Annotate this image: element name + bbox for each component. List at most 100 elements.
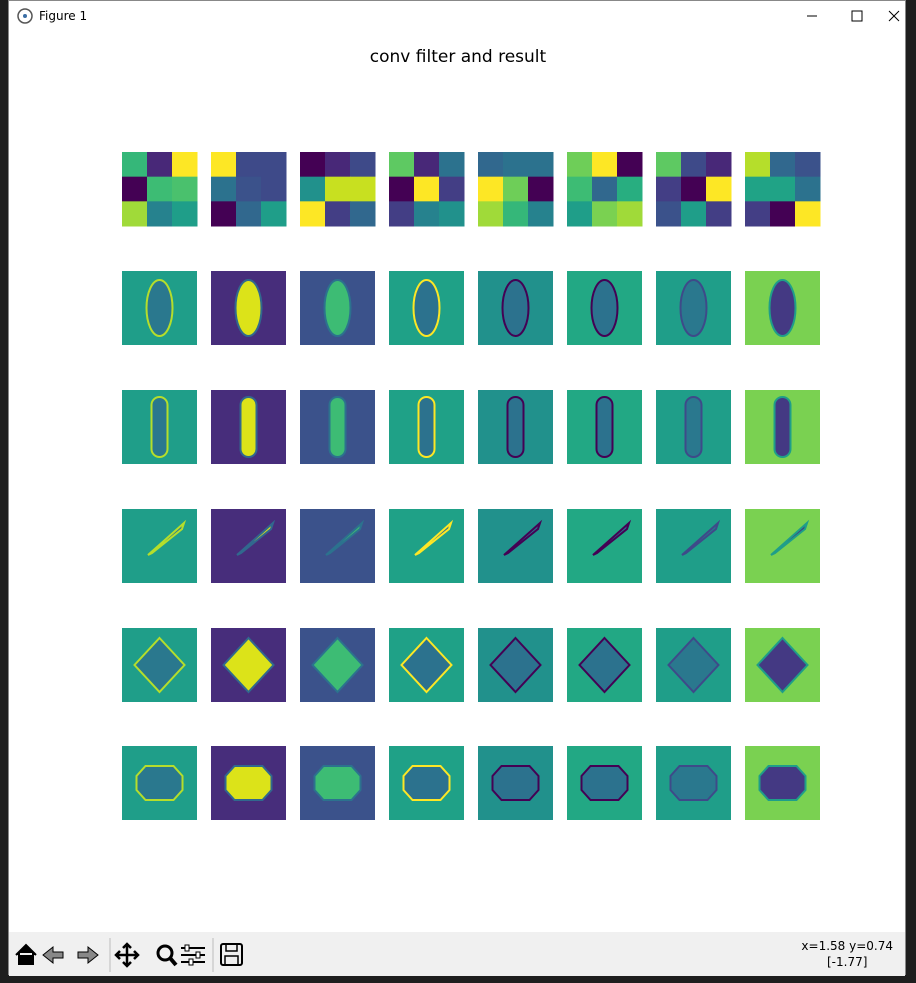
filter-cell xyxy=(745,201,771,227)
status: x=1.58 y=0.74 [-1.77] xyxy=(801,938,893,970)
filter-cell xyxy=(745,176,771,202)
filter-cell xyxy=(389,176,415,202)
filter-cell xyxy=(706,201,732,227)
filter-cell xyxy=(617,152,643,178)
window-title: Figure 1 xyxy=(39,9,88,23)
filter-cell xyxy=(122,201,148,227)
filter-cell xyxy=(770,201,796,227)
result-shape xyxy=(402,765,451,801)
zoom-button[interactable] xyxy=(156,944,174,962)
filter-cell xyxy=(795,176,821,202)
filter-cell xyxy=(414,152,440,178)
filter-cell xyxy=(617,176,643,202)
pan-button[interactable] xyxy=(114,942,140,968)
result-shape xyxy=(135,765,184,801)
filter-cell xyxy=(503,176,529,202)
result-shape xyxy=(501,279,530,337)
filter-cell xyxy=(300,152,326,178)
filter-cell xyxy=(567,176,593,202)
filter-cell xyxy=(770,176,796,202)
result-shape xyxy=(236,519,276,556)
result-shape xyxy=(323,279,352,337)
filter-cell xyxy=(172,152,198,178)
back-button[interactable] xyxy=(42,945,64,965)
result-shape xyxy=(491,765,540,801)
result-shape xyxy=(133,636,186,694)
filter-cell xyxy=(617,201,643,227)
filter-cell xyxy=(478,176,504,202)
filter-cell xyxy=(592,152,618,178)
forward-button[interactable] xyxy=(77,945,99,965)
filter-cell xyxy=(770,152,796,178)
filter-cell xyxy=(567,201,593,227)
status-coords: x=1.58 y=0.74 xyxy=(801,939,893,953)
filter-cell xyxy=(211,201,237,227)
filter-cell xyxy=(261,201,287,227)
result-shape xyxy=(684,396,703,458)
filter-cell xyxy=(172,201,198,227)
filter-cell xyxy=(122,176,148,202)
filter-cell xyxy=(439,152,465,178)
filter-cell xyxy=(414,201,440,227)
result-shape xyxy=(145,279,174,337)
close[interactable] xyxy=(888,10,900,22)
filter-cell xyxy=(261,152,287,178)
result-shape xyxy=(667,636,720,694)
filter-cell xyxy=(236,201,262,227)
result-shape xyxy=(592,519,632,556)
filter-cell xyxy=(414,176,440,202)
result-shape xyxy=(770,519,810,556)
filter-cell xyxy=(706,176,732,202)
filter-cell xyxy=(567,152,593,178)
filter-cell xyxy=(528,152,554,178)
filter-cell xyxy=(656,201,682,227)
filter-cell xyxy=(681,176,707,202)
filter-cell xyxy=(478,152,504,178)
filter-cell xyxy=(211,152,237,178)
result-shape xyxy=(150,396,169,458)
filter-cell xyxy=(261,176,287,202)
result-shape xyxy=(325,519,365,556)
result-shape xyxy=(313,765,362,801)
result-shape xyxy=(311,636,364,694)
filter-cell xyxy=(478,201,504,227)
filter-cell xyxy=(681,152,707,178)
filter-cell xyxy=(325,201,351,227)
toolbar: x=1.58 y=0.74 [-1.77] xyxy=(9,932,905,976)
result-shape xyxy=(578,636,631,694)
window-controls[interactable] xyxy=(765,1,905,31)
image-grid xyxy=(122,152,821,820)
filter-cell xyxy=(300,201,326,227)
result-shape xyxy=(417,396,436,458)
result-shape xyxy=(234,279,263,337)
filter-cell xyxy=(389,152,415,178)
filter-cell xyxy=(389,201,415,227)
result-shape xyxy=(669,765,718,801)
result-shape xyxy=(503,519,543,556)
filter-cell xyxy=(325,176,351,202)
result-shape xyxy=(595,396,614,458)
filter-cell xyxy=(350,201,376,227)
save-button[interactable] xyxy=(220,943,243,966)
maximize[interactable] xyxy=(851,10,863,22)
home-button[interactable] xyxy=(15,943,37,965)
result-shape xyxy=(224,765,273,801)
result-shape xyxy=(400,636,453,694)
result-shape xyxy=(328,396,347,458)
result-shape xyxy=(222,636,275,694)
filter-cell xyxy=(795,152,821,178)
result-shape xyxy=(147,519,187,556)
filter-cell xyxy=(706,152,732,178)
filter-cell xyxy=(350,152,376,178)
toolbar-buttons[interactable] xyxy=(9,932,269,976)
filter-cell xyxy=(528,201,554,227)
result-shape xyxy=(412,279,441,337)
filter-cell xyxy=(122,152,148,178)
result-shape xyxy=(773,396,792,458)
filter-cell xyxy=(439,176,465,202)
filter-cell xyxy=(147,201,173,227)
result-shape xyxy=(590,279,619,337)
result-shape xyxy=(489,636,542,694)
title-bar: Figure 1 xyxy=(9,1,905,31)
